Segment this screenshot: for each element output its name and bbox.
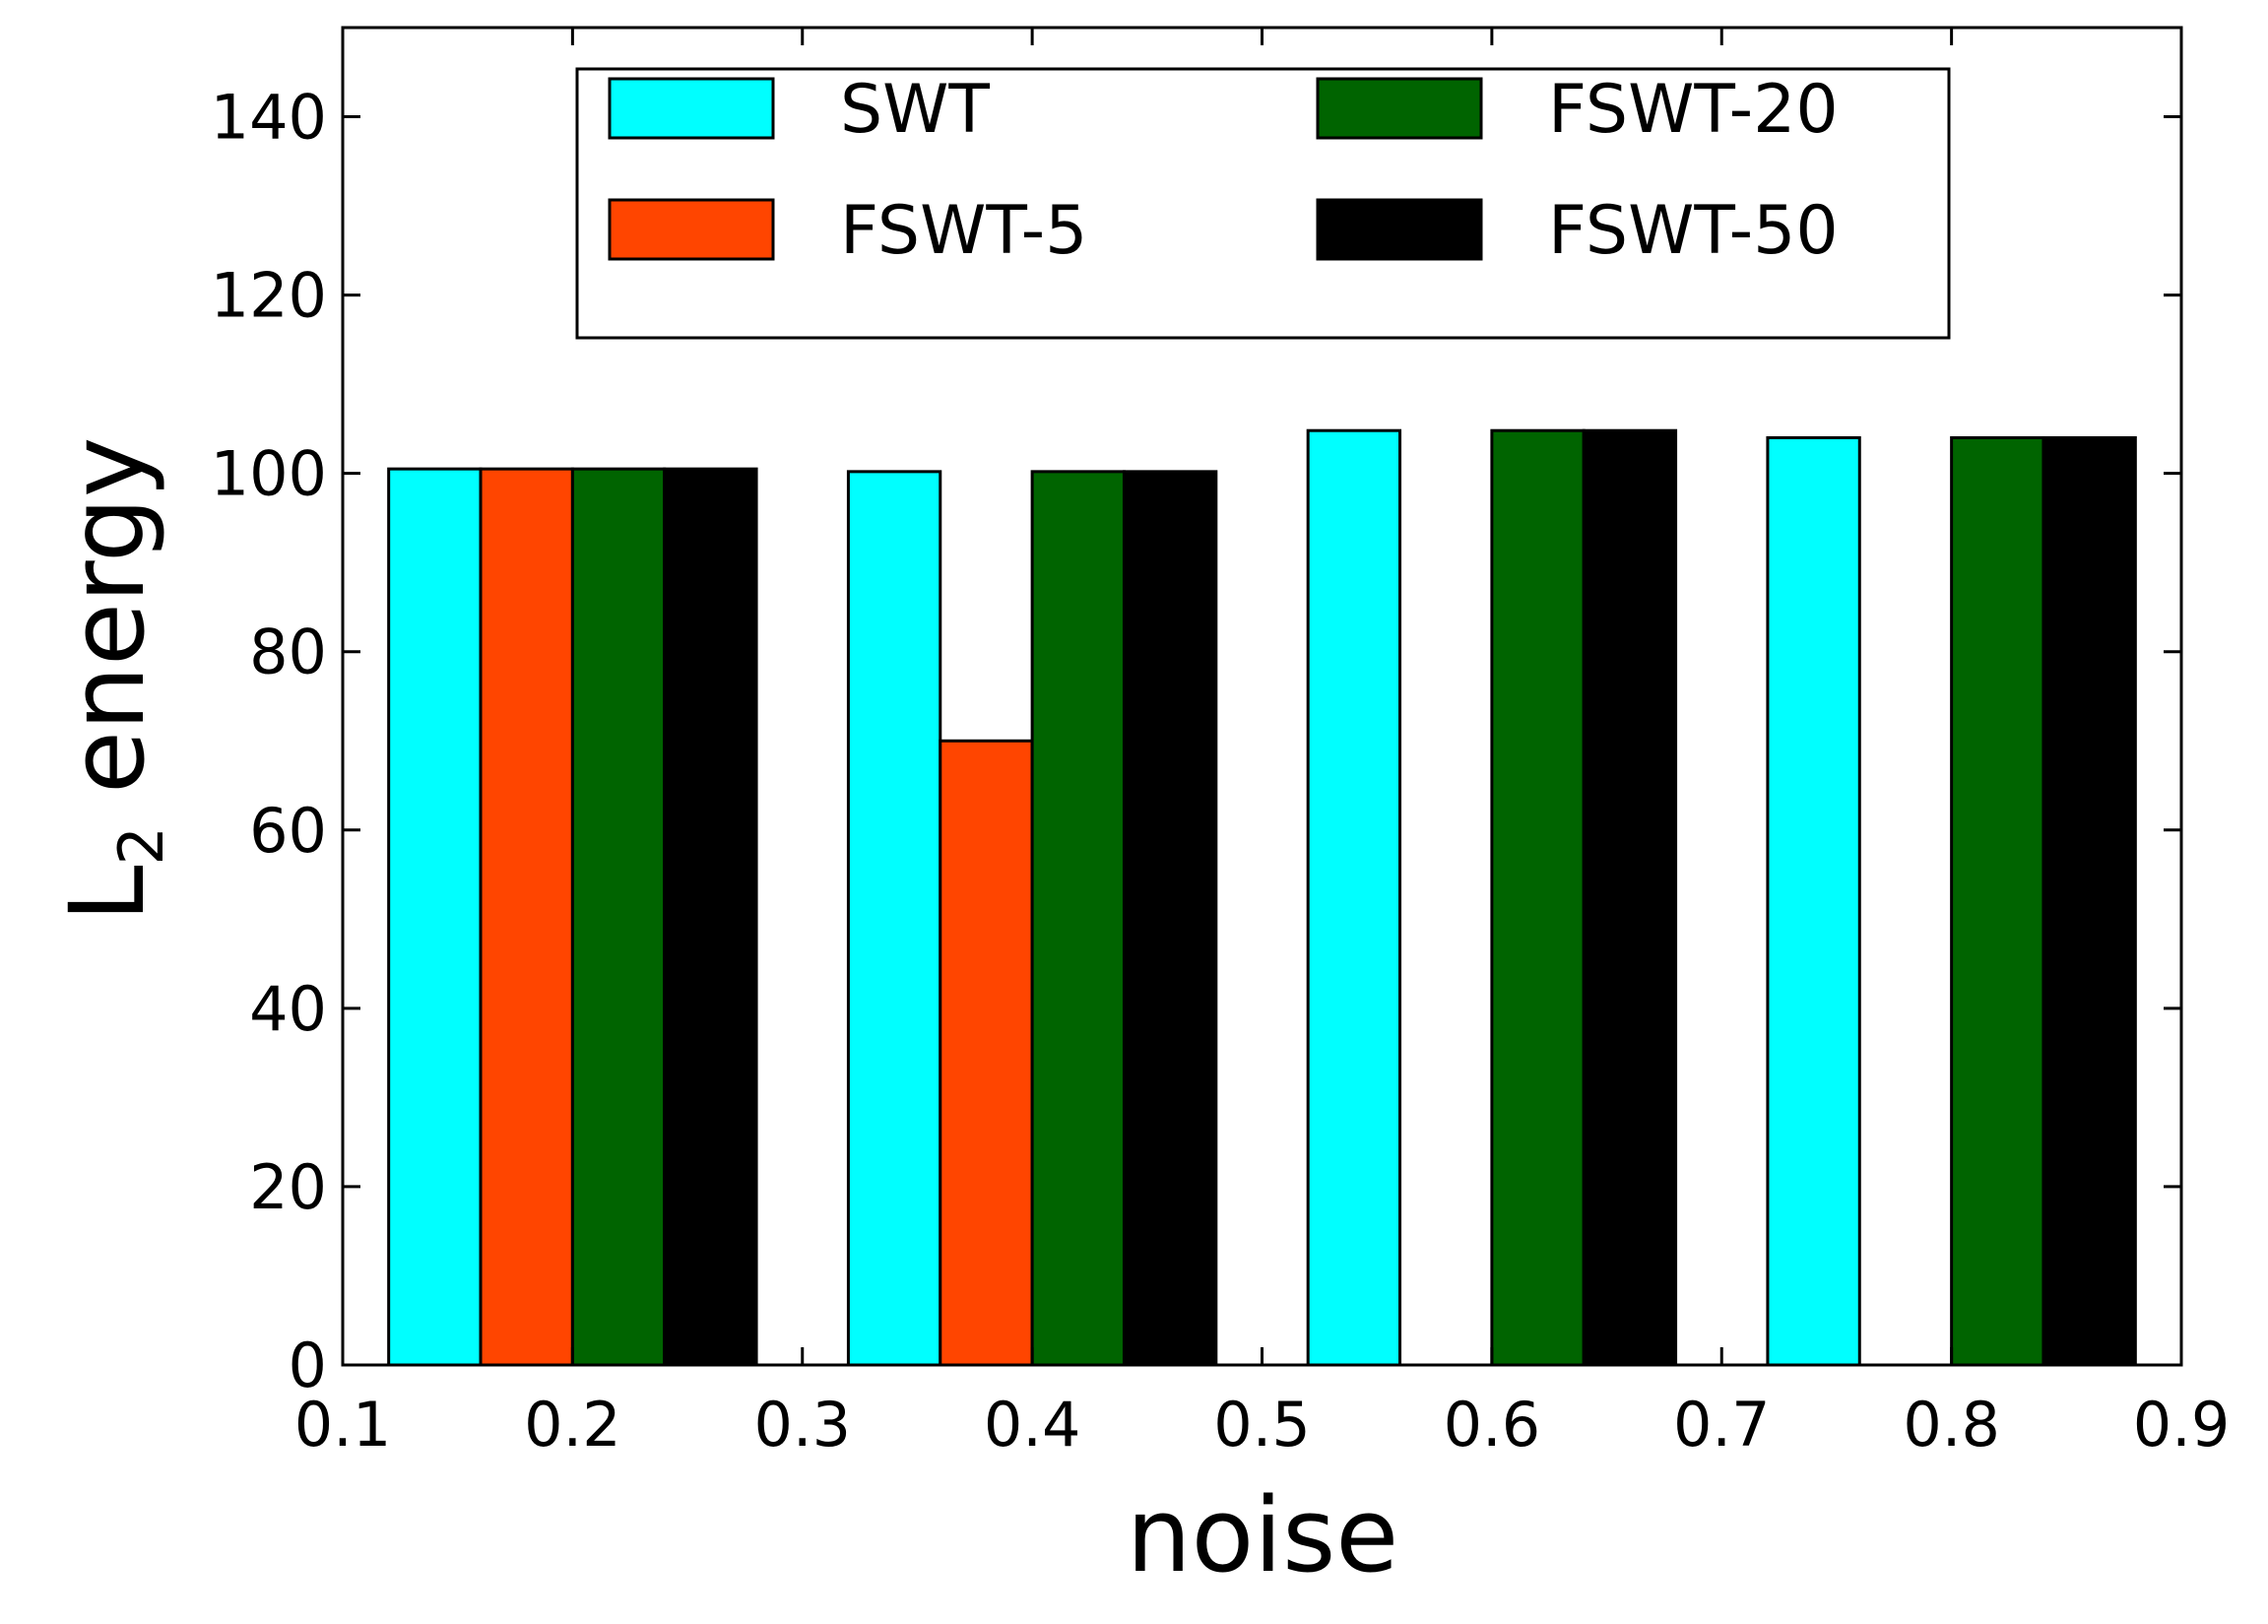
bar-swt-0 — [387, 467, 483, 1367]
x-tick-label: 0.2 — [524, 1389, 621, 1461]
bars-group — [387, 428, 2137, 1367]
legend-items: SWT FSWT-5 FSWT-20 FSWT-50 — [608, 71, 1839, 270]
bar-swt-2 — [1306, 428, 1402, 1367]
bar-fswt-50-3 — [2041, 435, 2137, 1367]
bar-fswt-20-2 — [1490, 428, 1586, 1367]
bar-fswt-5-0 — [479, 467, 574, 1367]
legend-swatch-swt — [608, 77, 775, 140]
bar-fswt-50-1 — [1122, 470, 1218, 1367]
bar-fswt-20-3 — [1950, 435, 2045, 1367]
x-tick-label: 0.8 — [1903, 1389, 2000, 1461]
x-tick-label: 0.6 — [1444, 1389, 1541, 1461]
legend-frame — [575, 67, 1951, 340]
y-axis-title-main: L — [47, 865, 167, 922]
bar-fswt-5-1 — [939, 739, 1034, 1367]
legend-label-fswt-5: FSWT-5 — [840, 192, 1087, 270]
bar-fswt-50-0 — [663, 467, 758, 1367]
x-tick-label: 0.7 — [1673, 1389, 1771, 1461]
bar-fswt-50-2 — [1582, 428, 1678, 1367]
legend-label-swt: SWT — [840, 71, 990, 149]
legend: SWT FSWT-5 FSWT-20 FSWT-50 — [575, 67, 1951, 340]
x-tick-label: 0.5 — [1213, 1389, 1311, 1461]
bar-swt-1 — [846, 470, 942, 1367]
legend-swatch-fswt-50 — [1316, 198, 1483, 261]
ticks-group: 0.1 0.2 0.3 0.4 0.5 0.6 0.7 0.8 0.9 0 20 40 60 80 100 1… — [211, 28, 2231, 1461]
x-tick-label: 0.4 — [984, 1389, 1081, 1461]
y-tick-label: 80 — [249, 617, 327, 688]
bar-swt-3 — [1766, 435, 1861, 1367]
y-axis-title-rest: energy — [47, 437, 167, 826]
y-tick-label: 40 — [249, 973, 327, 1045]
legend-swatch-fswt-20 — [1316, 77, 1483, 140]
bar-fswt-20-0 — [570, 467, 667, 1367]
y-axis-title-subscript: 2 — [105, 826, 177, 865]
bar-fswt-20-1 — [1030, 470, 1126, 1367]
y-tick-label: 60 — [249, 795, 327, 867]
y-tick-label: 0 — [289, 1330, 327, 1401]
x-tick-label: 0.1 — [294, 1389, 392, 1461]
legend-label-fswt-20: FSWT-20 — [1548, 71, 1839, 149]
y-tick-label: 140 — [211, 82, 327, 154]
legend-label-fswt-50: FSWT-50 — [1548, 192, 1839, 270]
x-axis-title: noise — [1127, 1475, 1399, 1595]
x-tick-label: 0.9 — [2133, 1389, 2231, 1461]
x-tick-label: 0.3 — [753, 1389, 851, 1461]
y-axis-title: L2 energy — [47, 437, 177, 923]
y-tick-label: 120 — [211, 260, 327, 332]
y-tick-label: 20 — [249, 1151, 327, 1223]
legend-swatch-fswt-5 — [608, 198, 775, 261]
y-tick-label: 100 — [211, 438, 327, 510]
